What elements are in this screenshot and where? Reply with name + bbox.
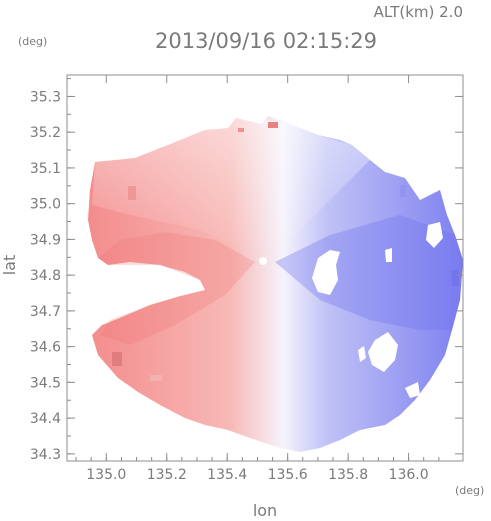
x-tick-label: 136.0 xyxy=(389,467,429,483)
x-tick-label: 135.0 xyxy=(86,467,126,483)
y-tick-label: 34.4 xyxy=(30,411,61,427)
toward-core xyxy=(275,215,463,330)
y-axis-label: lat xyxy=(0,255,19,276)
upper-wedge-tint xyxy=(92,118,370,260)
y-tick-label: 34.3 xyxy=(30,447,61,463)
y-tick-label: 35.2 xyxy=(30,125,61,141)
y-tick-label: 35.1 xyxy=(30,161,61,177)
x-tick-label: 135.6 xyxy=(268,467,308,483)
speckles xyxy=(112,122,459,381)
y-axis: 34.3 34.4 34.5 34.6 34.7 34.8 34.9 35.0 35.1 35.2… xyxy=(30,78,463,463)
y-unit-label: (deg) xyxy=(18,35,47,48)
plot-frame xyxy=(66,74,464,462)
y-tick-label: 34.6 xyxy=(30,340,61,356)
x-tick-label: 135.4 xyxy=(207,467,247,483)
y-tick-label: 35.0 xyxy=(30,197,61,213)
data-gaps xyxy=(259,222,443,398)
x-tick-label: 135.8 xyxy=(328,467,368,483)
y-tick-label: 34.7 xyxy=(30,304,61,320)
y-tick-label: 35.3 xyxy=(30,89,61,105)
y-tick-label: 34.8 xyxy=(30,268,61,284)
x-tick-label: 135.2 xyxy=(147,467,187,483)
y-tick-label: 34.9 xyxy=(30,232,61,248)
radar-velocity-field xyxy=(88,116,463,452)
chart-title: 2013/09/16 02:15:29 xyxy=(155,29,377,53)
x-axis-label: lon xyxy=(253,501,277,520)
altitude-label: ALT(km) 2.0 xyxy=(374,3,463,21)
y-tick-label: 34.5 xyxy=(30,375,61,391)
x-axis: 135.0 135.2 135.4 135.6 135.8 136.0 xyxy=(75,75,440,483)
away-core xyxy=(98,232,255,345)
x-unit-label: (deg) xyxy=(455,484,484,497)
